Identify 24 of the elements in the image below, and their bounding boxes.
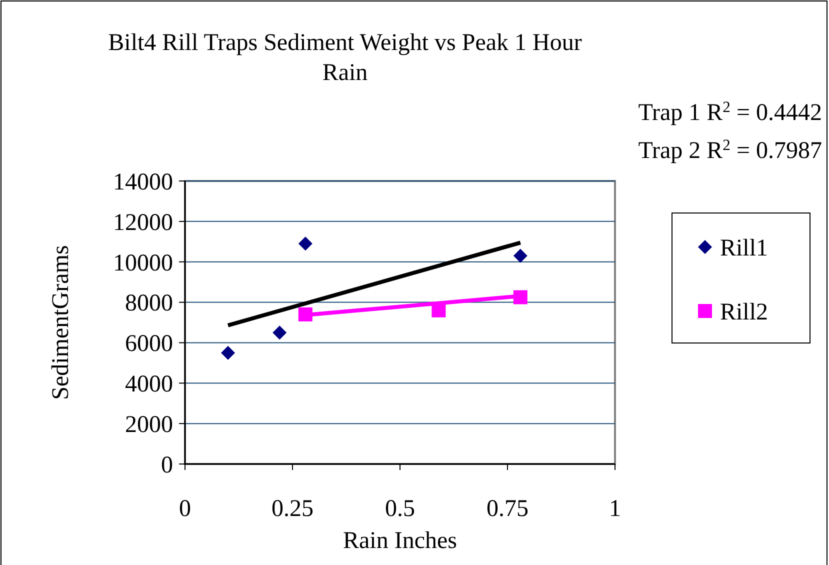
legend-label: Rill1 bbox=[720, 235, 768, 262]
point bbox=[272, 326, 287, 340]
y-tick-label: 8000 bbox=[125, 290, 173, 317]
x-tick-label: 0.75 bbox=[486, 496, 528, 522]
y-tick-label: 10000 bbox=[113, 250, 173, 276]
x-tick-label: 1 bbox=[609, 496, 621, 522]
text: Trap 1 R$^{2}$ = 0.4442 bbox=[638, 98, 822, 126]
legend-label: Rill2 bbox=[720, 299, 768, 326]
y-tick-label: 6000 bbox=[125, 331, 173, 358]
x-tick-label: 0 bbox=[179, 496, 191, 522]
y-tick-label: 0 bbox=[161, 452, 173, 478]
x-tick-label: 0.25 bbox=[272, 496, 314, 522]
point bbox=[513, 248, 528, 263]
y-tick-label: 4000 bbox=[125, 372, 173, 398]
point bbox=[298, 236, 312, 251]
text: Trap 2 R$^{2}$ = 0.7987 bbox=[638, 136, 822, 164]
y-axis-title: SedimentGrams bbox=[48, 245, 74, 400]
x-axis-title: Rain Inches bbox=[343, 528, 457, 554]
y-tick-label: 2000 bbox=[125, 412, 173, 438]
y-tick-label: 12000 bbox=[113, 210, 173, 236]
chart-title: Bilt4 Rill Traps Sediment Weight vs Peak 1 Hour Rain bbox=[108, 30, 582, 86]
y-tick-label: 14000 bbox=[113, 169, 173, 196]
x-tick-label: 0.5 bbox=[385, 496, 415, 522]
point bbox=[221, 346, 235, 360]
